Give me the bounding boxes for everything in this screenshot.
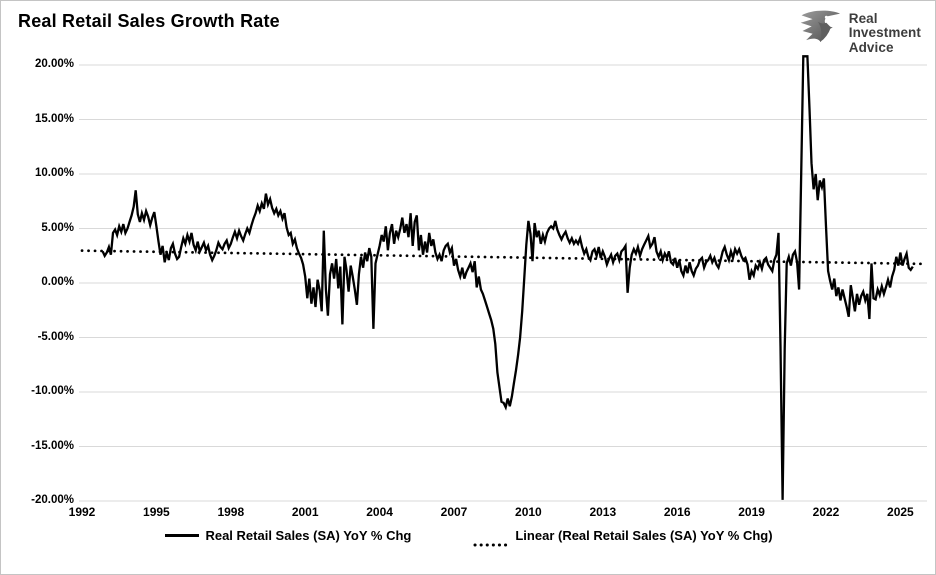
x-tick-label: 2007 [440, 505, 468, 519]
x-tick-label: 2022 [812, 505, 840, 519]
series-line [101, 55, 914, 500]
y-tick-label: 15.00% [34, 112, 74, 125]
y-tick-label: 0.00% [41, 276, 74, 288]
ria-logo: Real Investment Advice [796, 9, 921, 58]
x-tick-label: 2019 [738, 505, 765, 519]
x-tick-label: 2004 [366, 505, 393, 519]
y-tick-label: -5.00% [37, 330, 74, 343]
y-tick-label: 20.00% [34, 58, 74, 70]
dotted-line-swatch [473, 534, 511, 546]
x-tick-label: 2010 [515, 505, 542, 519]
chart-title: Real Retail Sales Growth Rate [18, 11, 280, 31]
x-tick-label: 1998 [217, 505, 245, 519]
legend-trend-label: Linear (Real Retail Sales (SA) YoY % Chg… [515, 528, 773, 543]
legend-series-label: Real Retail Sales (SA) YoY % Chg [205, 528, 412, 543]
x-tick-label: 2025 [887, 505, 914, 519]
x-tick-label: 1995 [143, 505, 170, 519]
x-tick-label: 2001 [291, 505, 319, 519]
y-tick-label: 10.00% [34, 167, 74, 179]
eagle-icon [796, 9, 842, 58]
trend-line [80, 249, 928, 266]
logo-text-line3: Advice [848, 39, 894, 55]
x-tick-label: 2013 [589, 505, 617, 519]
logo-text-line2: Investment [848, 25, 921, 41]
legend-item-trend: Linear (Real Retail Sales (SA) YoY % Chg… [473, 528, 773, 546]
y-tick-label: -10.00% [31, 385, 74, 397]
y-tick-label: -20.00% [31, 494, 74, 506]
y-tick-label: -15.00% [31, 439, 74, 452]
x-tick-label: 2016 [663, 505, 691, 519]
logo-text-line1: Real [848, 10, 878, 26]
x-tick-label: 1992 [68, 505, 96, 519]
logo-text: Real Investment Advice [848, 10, 921, 56]
legend-item-series: Real Retail Sales (SA) YoY % Chg [165, 528, 411, 543]
y-tick-label: 5.00% [41, 221, 74, 234]
chart-legend: Real Retail Sales (SA) YoY % Chg Linear … [1, 528, 935, 546]
solid-line-swatch [165, 534, 200, 537]
